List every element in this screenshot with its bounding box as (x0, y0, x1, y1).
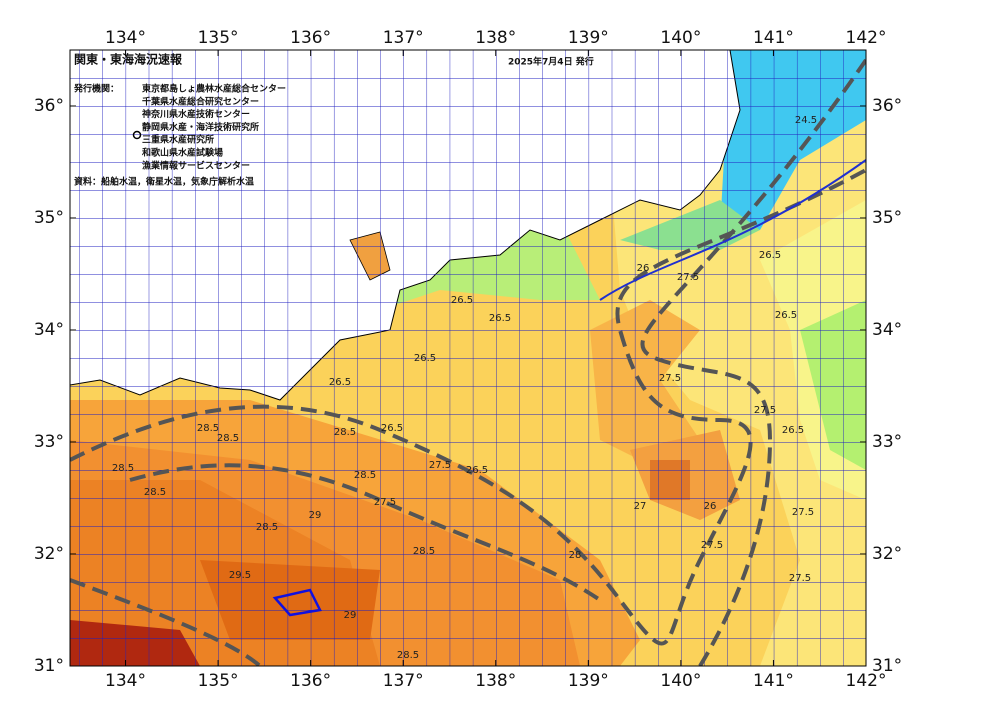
issue-date: 2025年7月4日 発行 (508, 56, 594, 68)
issuer-label: 発行機関： (73, 83, 119, 95)
y-tick-label: 36° (34, 96, 64, 116)
contour-label: 28.5 (334, 427, 356, 438)
x-tick-label: 136° (290, 671, 331, 691)
contour-label: 27.5 (374, 497, 396, 508)
x-tick-label: 136° (290, 28, 331, 48)
contour-label: 28.5 (197, 423, 219, 434)
contour-label: 27 (634, 501, 647, 512)
contour-label: 28.5 (112, 463, 134, 474)
x-tick-label: 134° (105, 671, 146, 691)
x-tick-label: 140° (660, 671, 701, 691)
y-tick-label: 33° (34, 432, 64, 452)
contour-label: 27.5 (659, 373, 681, 384)
contour-label: 28.5 (397, 650, 419, 661)
source-note: 資料：船舶水温，衛星水温，気象庁解析水温 (74, 176, 254, 188)
contour-label: 26 (704, 501, 717, 512)
contour-label: 26.5 (451, 295, 473, 306)
contour-label: 26.5 (489, 313, 511, 324)
contour-label: 27.5 (792, 507, 814, 518)
contour-label: 27.5 (754, 405, 776, 416)
x-tick-label: 138° (475, 28, 516, 48)
contour-label: 28.5 (217, 433, 239, 444)
contour-label: 27.5 (701, 540, 723, 551)
map-frame (69, 49, 867, 667)
x-tick-label: 139° (568, 671, 609, 691)
x-tick-label: 142° (846, 671, 887, 691)
y-tick-label: 33° (872, 432, 902, 452)
y-tick-label: 31° (34, 656, 64, 676)
y-tick-label: 36° (872, 96, 902, 116)
contour-label: 28 (569, 550, 582, 561)
contour-label: 29 (309, 510, 322, 521)
x-tick-label: 139° (568, 28, 609, 48)
issuer: 漁業情報サービスセンター (142, 159, 250, 171)
contour-label: 28.5 (256, 522, 278, 533)
contour-label: 27.5 (677, 272, 699, 283)
y-tick-label: 32° (34, 544, 64, 564)
contour-label: 26 (637, 263, 650, 274)
contour-label: 26.5 (782, 425, 804, 436)
y-tick-label: 34° (34, 320, 64, 340)
contour-label: 28.5 (144, 487, 166, 498)
contour-label: 29 (344, 610, 357, 621)
contour-label: 26.5 (466, 465, 488, 476)
contour-label: 28.5 (354, 470, 376, 481)
y-tick-label: 35° (872, 208, 902, 228)
map-title: 関東・東海海況速報 (74, 52, 183, 67)
x-tick-label: 140° (660, 28, 701, 48)
y-tick-label: 31° (872, 656, 902, 676)
contour-label: 28.5 (413, 546, 435, 557)
contour-label: 27.5 (789, 573, 811, 584)
x-tick-label: 137° (383, 671, 424, 691)
y-tick-label: 32° (872, 544, 902, 564)
x-tick-label: 135° (198, 28, 239, 48)
contour-label: 26.5 (775, 310, 797, 321)
y-tick-label: 34° (872, 320, 902, 340)
contour-label: 26.5 (759, 250, 781, 261)
contour-label: 26.5 (414, 353, 436, 364)
issuer: 静岡県水産・海洋技術研究所 (142, 121, 259, 133)
contour-label: 24.5 (795, 115, 817, 126)
x-tick-label: 138° (475, 671, 516, 691)
x-tick-label: 142° (846, 28, 887, 48)
issuer: 和歌山県水産試験場 (141, 147, 223, 159)
x-tick-label: 137° (383, 28, 424, 48)
contour-label: 26.5 (329, 377, 351, 388)
issuer-marker (132, 130, 142, 140)
x-tick-label: 141° (753, 671, 794, 691)
issuer: 神奈川県水産技術センター (142, 108, 250, 120)
contour-label: 29.5 (229, 570, 251, 581)
x-tick-label: 135° (198, 671, 239, 691)
issuer: 東京都島しょ農林水産総合センター (142, 83, 286, 95)
x-tick-label: 134° (105, 28, 146, 48)
issuer: 千葉県水産総合研究センター (142, 95, 259, 107)
sea-temperature (70, 50, 866, 666)
contour-label: 26.5 (381, 423, 403, 434)
issuer: 三重県水産研究所 (142, 134, 214, 146)
x-tick-label: 141° (753, 28, 794, 48)
y-tick-label: 35° (34, 208, 64, 228)
contour-label: 27.5 (429, 460, 451, 471)
